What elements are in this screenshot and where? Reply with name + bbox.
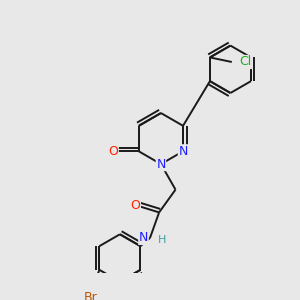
- Text: N: N: [178, 145, 188, 158]
- Text: N: N: [139, 231, 148, 244]
- Text: O: O: [130, 199, 140, 212]
- Text: O: O: [108, 145, 118, 158]
- Text: N: N: [156, 158, 166, 171]
- Text: Cl: Cl: [239, 56, 251, 68]
- Text: Br: Br: [83, 291, 97, 300]
- Text: H: H: [158, 235, 166, 245]
